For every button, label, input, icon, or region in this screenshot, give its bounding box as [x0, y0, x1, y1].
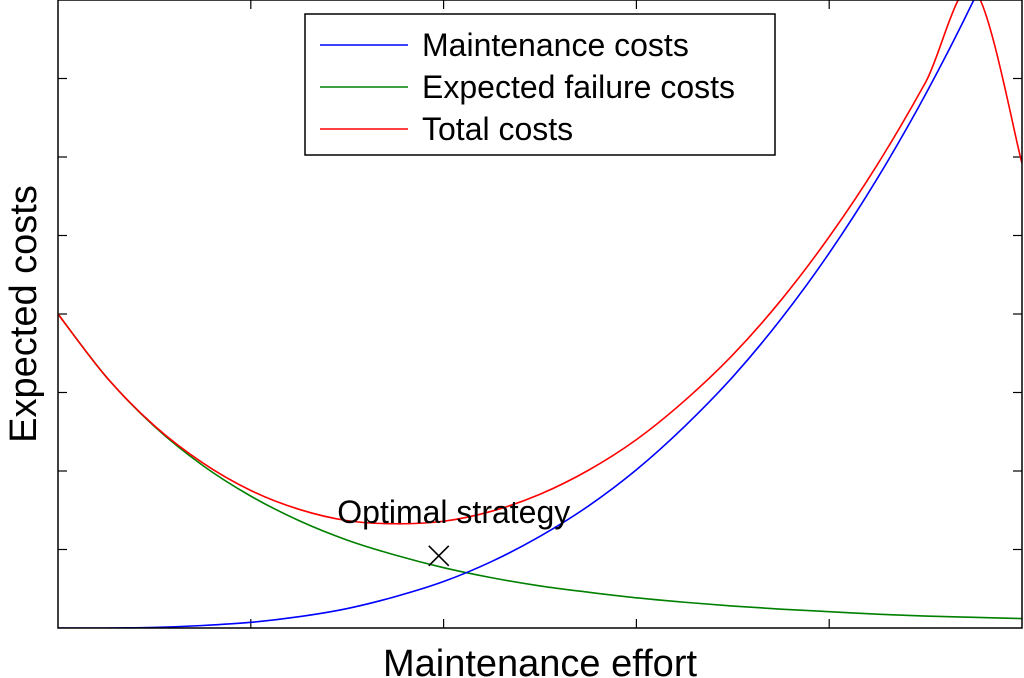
legend-label-expected-failure-costs: Expected failure costs — [422, 69, 735, 105]
plot-frame — [57, 0, 1023, 629]
optimal-strategy-label: Optimal strategy — [337, 494, 570, 530]
x-axis-label: Maintenance effort — [383, 643, 697, 678]
legend: Maintenance costs Expected failure costs… — [304, 13, 776, 156]
series-layer — [58, 0, 1022, 628]
annotation-layer: Optimal strategy — [337, 494, 570, 567]
series-line-maintenance-costs — [58, 0, 975, 628]
optimal-strategy-marker — [428, 545, 450, 567]
axis-ticks — [58, 0, 1022, 628]
series-line-expected-failure-costs — [58, 313, 1022, 620]
legend-box — [304, 13, 776, 156]
y-axis-label: Expected costs — [3, 185, 45, 443]
legend-label-total-costs: Total costs — [422, 111, 573, 147]
legend-label-maintenance-costs: Maintenance costs — [422, 27, 689, 63]
series-line-total-costs — [58, 0, 1022, 525]
